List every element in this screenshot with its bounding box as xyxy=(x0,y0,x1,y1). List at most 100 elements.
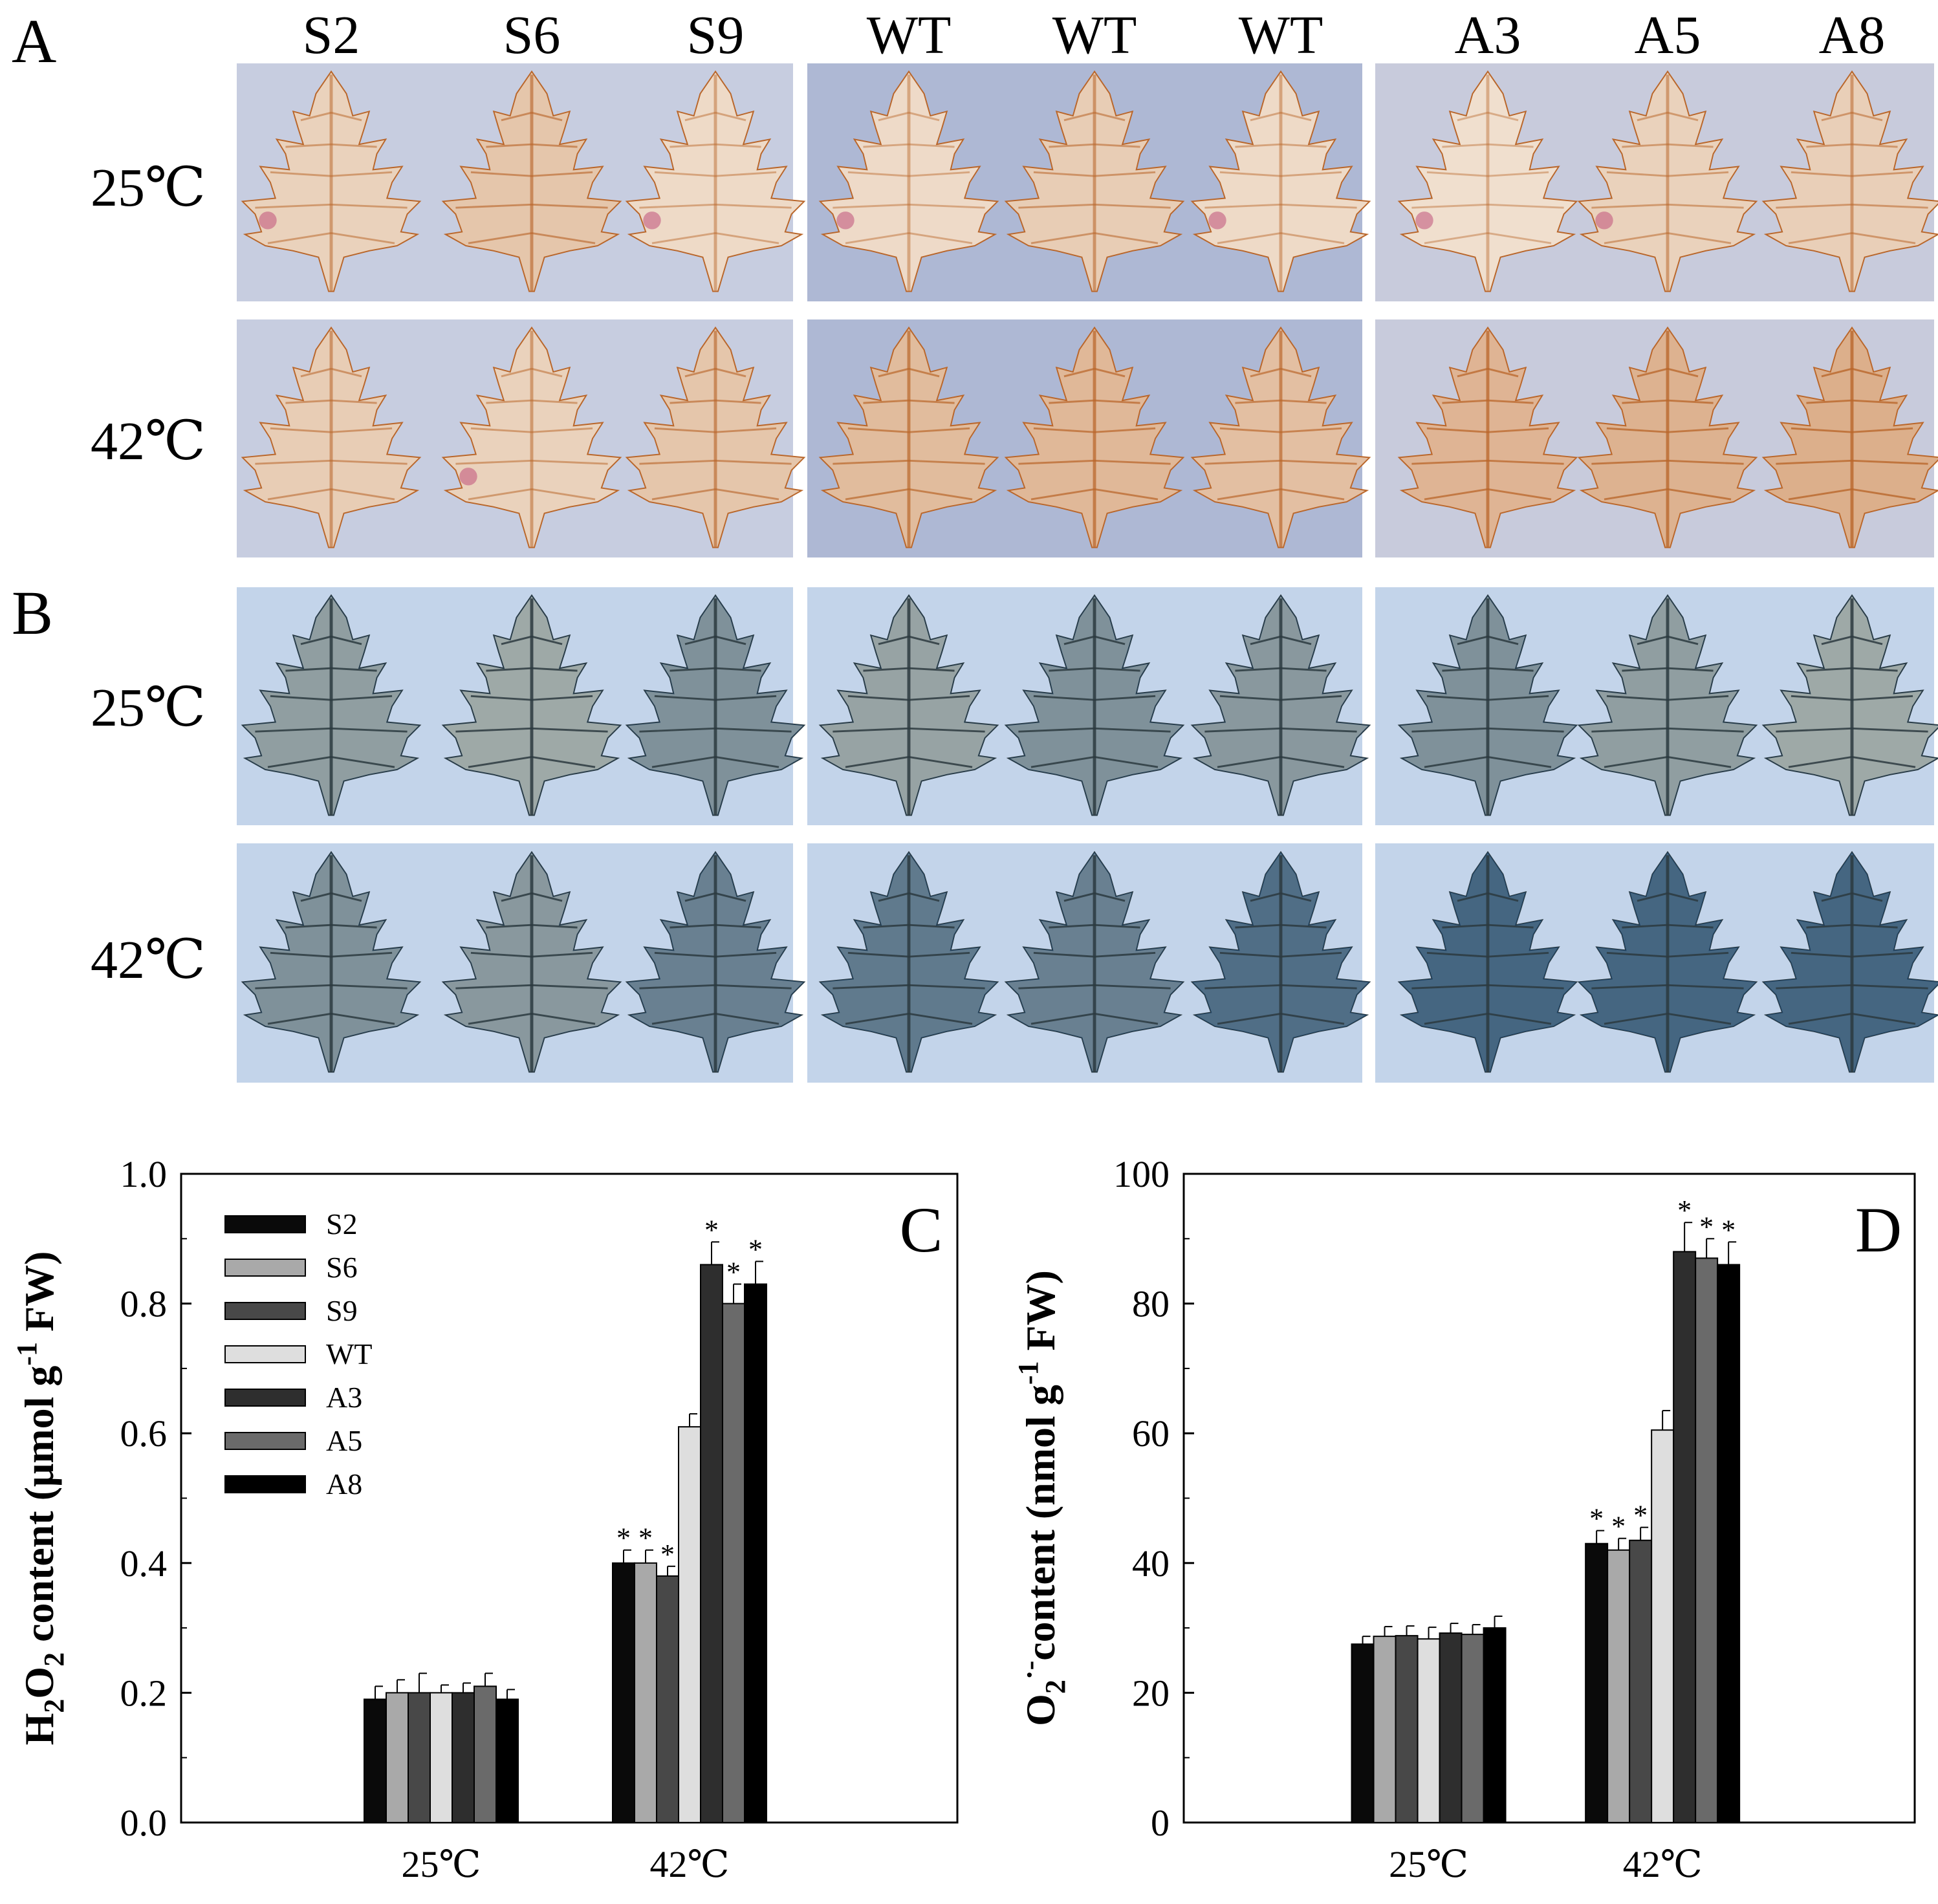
legend-swatch-s6 xyxy=(224,1259,306,1277)
bar-a3 xyxy=(1673,1251,1697,1823)
y-tick-label: 0.4 xyxy=(120,1542,168,1585)
panel-letter-b: B xyxy=(12,578,53,647)
column-label: WT xyxy=(1052,5,1137,65)
significance-star: * xyxy=(1677,1195,1692,1226)
y-tick-label: 0.2 xyxy=(120,1672,168,1714)
y-tick-label: 0 xyxy=(1151,1802,1170,1844)
bar-s6 xyxy=(1373,1636,1397,1823)
dab-stained-leaf xyxy=(241,70,421,292)
row-label-b-42: 42℃ xyxy=(91,930,206,990)
x-tick-label: 42℃ xyxy=(1623,1843,1703,1885)
bar-s2 xyxy=(364,1698,387,1823)
bar-a8 xyxy=(1717,1264,1741,1824)
bar-a3 xyxy=(700,1264,723,1824)
bar-s2 xyxy=(1351,1643,1375,1824)
legend-label-a5: A5 xyxy=(326,1424,362,1457)
y-tick-label: 100 xyxy=(1113,1153,1170,1195)
bar-wt xyxy=(430,1692,453,1823)
bar-s6 xyxy=(386,1692,409,1823)
significance-star: * xyxy=(638,1522,653,1554)
x-tick-label: 42℃ xyxy=(650,1843,730,1885)
bar-s9 xyxy=(408,1692,431,1823)
significance-star: * xyxy=(1589,1503,1604,1535)
bar-s9 xyxy=(656,1575,679,1824)
significance-star: * xyxy=(616,1522,631,1554)
bar-s6 xyxy=(1607,1549,1631,1823)
bar-a5 xyxy=(474,1685,497,1824)
x-tick-label: 25℃ xyxy=(402,1843,481,1885)
bar-a8 xyxy=(1483,1627,1507,1824)
leaf-photo-grid xyxy=(237,63,1938,1083)
legend-label-wt: WT xyxy=(326,1337,373,1370)
column-labels: S2 S6 S9 WT WT WT A3 A5 A8 xyxy=(303,5,1886,65)
legend-label-s6: S6 xyxy=(326,1251,358,1284)
bar-wt xyxy=(1651,1429,1675,1824)
legend-swatch-s2 xyxy=(224,1215,306,1233)
bar-wt xyxy=(678,1426,701,1823)
dab-stained-leaf xyxy=(442,327,622,548)
legend-swatch-s9 xyxy=(224,1302,306,1320)
significance-star: * xyxy=(704,1214,719,1246)
y-axis-label: H2O2 content (μmol g-1 FW) xyxy=(11,1251,70,1746)
column-label: S2 xyxy=(303,5,360,65)
panel-letter: C xyxy=(900,1194,943,1266)
bar-s2 xyxy=(612,1562,635,1824)
legend-label-a3: A3 xyxy=(326,1381,362,1414)
y-tick-label: 60 xyxy=(1132,1412,1170,1455)
significance-star: * xyxy=(1699,1211,1714,1242)
significance-star: * xyxy=(1611,1511,1626,1542)
row-label-b-25: 25℃ xyxy=(91,678,206,738)
bar-a8 xyxy=(495,1698,519,1823)
y-tick-label: 0.6 xyxy=(120,1412,168,1455)
bar-a5 xyxy=(722,1303,745,1823)
dab-stained-leaf xyxy=(1578,70,1758,292)
y-tick-label: 20 xyxy=(1132,1672,1170,1714)
y-tick-label: 0.8 xyxy=(120,1283,168,1325)
x-tick-label: 25℃ xyxy=(1389,1843,1468,1885)
y-tick-label: 40 xyxy=(1132,1542,1170,1585)
plot-frame xyxy=(1182,1173,1916,1824)
y-axis-label: O2·-content (nmol g-1 FW) xyxy=(1012,1270,1071,1726)
column-label: A8 xyxy=(1819,5,1886,65)
dab-stained-leaf xyxy=(1398,70,1578,292)
legend-swatch-a8 xyxy=(224,1475,306,1493)
bar-s9 xyxy=(1395,1635,1419,1823)
bar-s6 xyxy=(634,1562,657,1824)
significance-star: * xyxy=(1633,1500,1648,1531)
legend-label-a8: A8 xyxy=(326,1467,362,1500)
column-label: S9 xyxy=(687,5,745,65)
column-label: A3 xyxy=(1455,5,1521,65)
dab-stained-leaf xyxy=(819,70,999,292)
dab-stained-leaf xyxy=(1191,70,1371,292)
bar-a8 xyxy=(744,1283,767,1823)
legend-label-s9: S9 xyxy=(326,1294,358,1327)
y-tick-label: 0.0 xyxy=(120,1802,168,1844)
column-label: A5 xyxy=(1635,5,1701,65)
bar-s2 xyxy=(1585,1542,1609,1823)
bar-a5 xyxy=(1695,1257,1719,1823)
significance-star: * xyxy=(726,1257,741,1288)
panel-letter: D xyxy=(1855,1194,1902,1266)
legend-swatch-wt xyxy=(224,1345,306,1363)
row-label-a-25: 25℃ xyxy=(91,158,206,218)
significance-star: * xyxy=(1721,1214,1736,1246)
column-label: WT xyxy=(867,5,952,65)
significance-star: * xyxy=(748,1233,763,1265)
bar-a3 xyxy=(1439,1632,1463,1824)
row-label-a-42: 42℃ xyxy=(91,411,206,471)
y-tick-label: 1.0 xyxy=(120,1153,168,1195)
column-label: S6 xyxy=(503,5,561,65)
significance-star: * xyxy=(660,1539,675,1570)
bar-wt xyxy=(1417,1638,1441,1823)
y-tick-label: 80 xyxy=(1132,1283,1170,1325)
column-label: WT xyxy=(1239,5,1323,65)
legend-swatch-a5 xyxy=(224,1432,306,1450)
bar-a3 xyxy=(452,1692,475,1823)
panel-letter-a: A xyxy=(12,6,56,76)
bar-a5 xyxy=(1461,1634,1485,1823)
legend-swatch-a3 xyxy=(224,1389,306,1407)
dab-stained-leaf xyxy=(626,70,805,292)
